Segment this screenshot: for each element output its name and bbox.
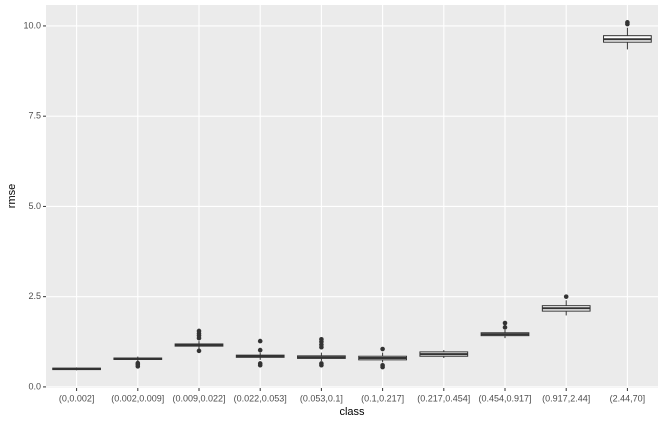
x-tick-label: (0.454,0.917] xyxy=(478,393,531,403)
outlier xyxy=(625,20,630,25)
x-tick-label: (0,0.002] xyxy=(59,393,95,403)
outlier xyxy=(257,361,263,366)
x-tick-label: (0.022,0.053] xyxy=(234,393,287,403)
outlier xyxy=(196,348,202,354)
outlier xyxy=(196,328,202,334)
y-tick-label: 0.0 xyxy=(28,381,41,391)
x-tick-label: (0.217,0.454] xyxy=(417,393,470,403)
y-tick-label: 7.5 xyxy=(28,111,41,121)
x-axis-title: class xyxy=(339,406,365,418)
outlier xyxy=(135,360,141,366)
outlier xyxy=(502,325,508,330)
outlier xyxy=(257,347,263,353)
outlier xyxy=(380,346,385,352)
outlier xyxy=(380,362,385,368)
y-tick-label: 2.5 xyxy=(28,291,41,301)
x-tick-label: (2.44,70] xyxy=(610,393,646,403)
y-tick-label: 5.0 xyxy=(28,201,41,211)
x-tick-label: (0.053,0.1] xyxy=(300,393,343,403)
outlier xyxy=(257,338,263,344)
y-axis-title: rmse xyxy=(6,184,18,208)
panel xyxy=(46,5,658,388)
outlier xyxy=(319,361,324,366)
x-tick-label: (0.1,0.217] xyxy=(361,393,404,403)
x-tick-label: (0.002,0.009] xyxy=(111,393,164,403)
y-tick-label: 10.0 xyxy=(23,20,41,30)
x-tick-label: (0.917,2.44] xyxy=(542,393,590,403)
outlier xyxy=(563,294,569,299)
outlier xyxy=(502,320,508,326)
outlier xyxy=(319,336,324,342)
x-tick-label: (0.009,0.022] xyxy=(172,393,225,403)
